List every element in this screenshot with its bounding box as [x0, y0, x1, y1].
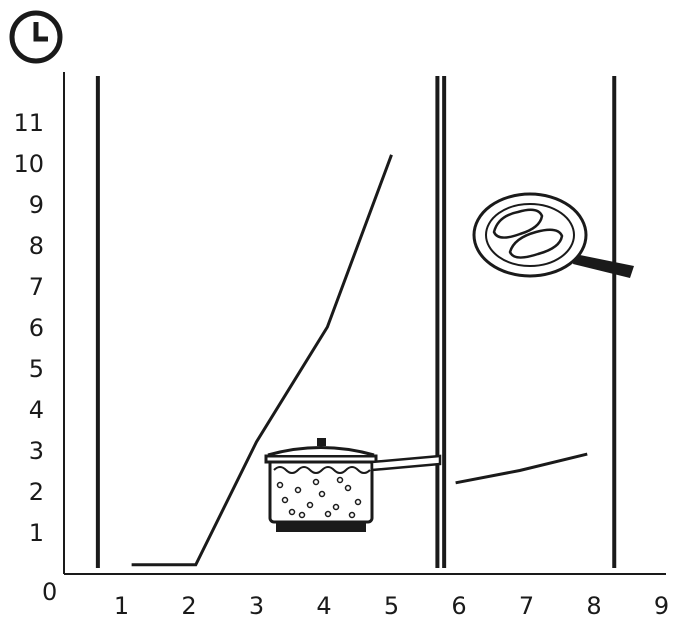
origin-label: 0 [42, 578, 57, 606]
y-tick-label: 8 [29, 232, 44, 260]
y-tick-label: 9 [29, 191, 44, 219]
y-tick-label: 2 [29, 478, 44, 506]
y-tick-label: 1 [29, 519, 44, 547]
x-tick-label: 4 [316, 592, 331, 620]
y-tick-label: 11 [13, 109, 44, 137]
y-tick-label: 4 [29, 396, 44, 424]
x-tick-label: 3 [249, 592, 264, 620]
y-tick-label: 5 [29, 355, 44, 383]
y-tick-label: 3 [29, 437, 44, 465]
y-tick-label: 7 [29, 273, 44, 301]
x-tick-label: 8 [586, 592, 601, 620]
series-line-2 [455, 452, 588, 485]
x-tick-label: 2 [181, 592, 196, 620]
x-tick-label: 1 [114, 592, 129, 620]
boiling-pot-illustration [264, 438, 442, 532]
series-line-1 [131, 154, 393, 567]
y-tick-label: 10 [13, 150, 44, 178]
frying-pan-illustration [472, 192, 634, 278]
x-tick-label: 6 [451, 592, 466, 620]
y-tick-label: 6 [29, 314, 44, 342]
x-tick-label: 5 [384, 592, 399, 620]
x-tick-label: 7 [519, 592, 534, 620]
x-tick-label: 9 [654, 592, 669, 620]
clock-icon [9, 10, 63, 64]
